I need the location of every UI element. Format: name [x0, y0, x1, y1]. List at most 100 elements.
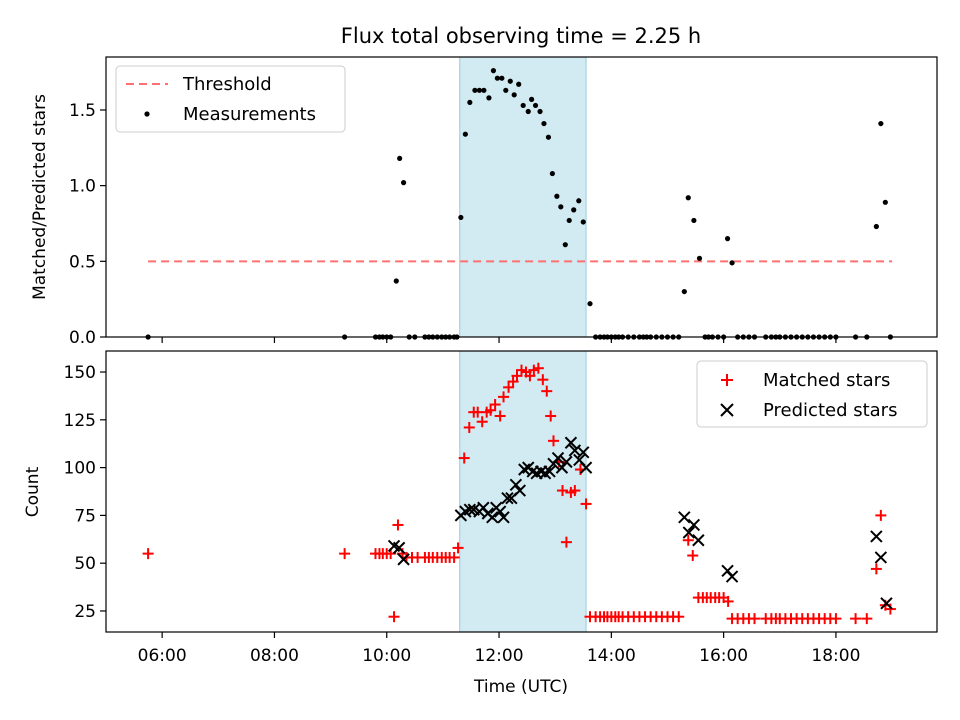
- measurement-point: [525, 108, 531, 115]
- measurement-point: [541, 120, 547, 127]
- matched-star-point: [875, 509, 887, 521]
- legend-threshold-label: Threshold: [182, 74, 272, 95]
- measurement-point: [499, 75, 505, 81]
- matched-star-point: [511, 370, 523, 382]
- matched-star-point: [861, 613, 873, 625]
- x-tick-label: 08:00: [250, 646, 299, 666]
- count-y-label: Count: [23, 466, 43, 517]
- predicted-star-point: [880, 597, 893, 610]
- predicted-star-point: [579, 461, 593, 474]
- matched-star-point: [830, 613, 842, 625]
- predicted-star-point: [870, 530, 883, 543]
- matched-star-point: [541, 385, 553, 397]
- matched-star-point: [498, 391, 510, 403]
- x-tick-label: 16:00: [699, 646, 748, 666]
- measurement-point: [486, 95, 492, 101]
- count-y-ticks: 25 50 75 100 125 150: [64, 363, 106, 622]
- predicted-star-point: [678, 511, 691, 524]
- count-legend: Matched stars Predicted stars: [696, 360, 928, 428]
- matched-star-point: [548, 435, 560, 447]
- ratio-panel: 0.0 0.5 1.0 1.5 Matched/Predicted stars Thr…: [30, 56, 938, 348]
- measurement-point: [393, 278, 399, 284]
- predicted-stars-points: [387, 436, 893, 610]
- y-tick-label: 0.0: [69, 328, 96, 348]
- measurement-point: [882, 199, 888, 205]
- x-tick-label: 10:00: [362, 646, 411, 666]
- measurement-point: [516, 81, 522, 87]
- measurement-point: [458, 214, 464, 221]
- matched-star-point: [687, 550, 699, 562]
- matched-star-point: [503, 381, 515, 393]
- matched-star-point: [850, 613, 862, 625]
- matched-star-point: [870, 563, 882, 575]
- y-tick-label: 125: [64, 411, 96, 431]
- measurement-point: [562, 242, 568, 248]
- matched-star-point: [682, 534, 694, 546]
- x-tick-label: 06:00: [138, 646, 187, 666]
- matched-star-point: [884, 603, 896, 615]
- predicted-star-point: [560, 455, 573, 469]
- legend-measurement-label: Measurements: [183, 104, 316, 125]
- y-tick-label: 1.0: [69, 177, 96, 197]
- predicted-star-point: [392, 541, 406, 555]
- measurement-point: [729, 260, 735, 266]
- matched-star-point: [489, 399, 501, 411]
- count-axes-frame: [105, 350, 938, 633]
- predicted-star-point: [687, 518, 701, 532]
- matched-star-point: [142, 548, 154, 560]
- ratio-axes-frame: [105, 56, 938, 338]
- measurement-point: [503, 87, 509, 93]
- measurement-point: [545, 134, 552, 140]
- matched-star-point: [458, 452, 470, 464]
- measurement-point: [571, 207, 577, 213]
- x-axis-label: Time (UTC): [473, 677, 568, 697]
- measurement-point: [507, 78, 513, 84]
- measurement-point: [476, 87, 482, 93]
- matched-star-point: [448, 551, 460, 563]
- measurement-point: [554, 193, 560, 199]
- ratio-y-label: Matched/Predicted stars: [30, 94, 50, 300]
- ratio-y-ticks: 0.0 0.5 1.0 1.5: [69, 101, 106, 348]
- predicted-star-point: [509, 478, 523, 492]
- shaded-window: [459, 56, 587, 338]
- matched-star-point: [494, 410, 506, 422]
- matched-star-point: [524, 370, 536, 382]
- measurement-point: [532, 102, 539, 109]
- measurement-point: [529, 96, 535, 102]
- measurement-point: [587, 301, 593, 307]
- predicted-star-point: [486, 511, 499, 524]
- chart-title: Flux total observing time = 2.25 h: [341, 24, 701, 48]
- count-x-ticks: 06:00 08:00 10:00 12:00 14:00 16:00 18:00: [138, 632, 860, 666]
- measurement-point: [724, 236, 731, 242]
- matched-star-point: [580, 498, 592, 510]
- measurement-point: [549, 170, 555, 177]
- ratio-x-ticks: [161, 337, 837, 343]
- predicted-star-point: [564, 436, 578, 449]
- y-tick-label: 50: [74, 554, 96, 574]
- matched-star-point: [485, 404, 497, 416]
- y-tick-label: 1.5: [69, 101, 96, 121]
- x-tick-label: 12:00: [475, 646, 524, 666]
- matched-star-point: [556, 485, 568, 497]
- matched-star-point: [463, 421, 475, 433]
- measurement-point: [490, 68, 497, 74]
- matched-star-point: [722, 595, 734, 607]
- measurement-point: [494, 75, 500, 81]
- measurement-point: [685, 195, 691, 201]
- measurement-point: [566, 217, 572, 224]
- measurement-point: [462, 131, 468, 137]
- matched-star-point: [532, 362, 544, 374]
- measurement-point: [558, 204, 564, 210]
- matched-star-point: [569, 485, 581, 497]
- predicted-star-point: [513, 484, 527, 497]
- matched-stars-points: [142, 362, 896, 625]
- measurement-point: [576, 198, 582, 204]
- measurement-point: [397, 155, 403, 162]
- predicted-star-point: [397, 553, 410, 566]
- measurement-point: [873, 223, 879, 230]
- measurement-point: [520, 102, 526, 109]
- matched-star-point: [476, 416, 488, 428]
- matched-star-point: [392, 519, 404, 531]
- y-tick-label: 25: [74, 602, 96, 622]
